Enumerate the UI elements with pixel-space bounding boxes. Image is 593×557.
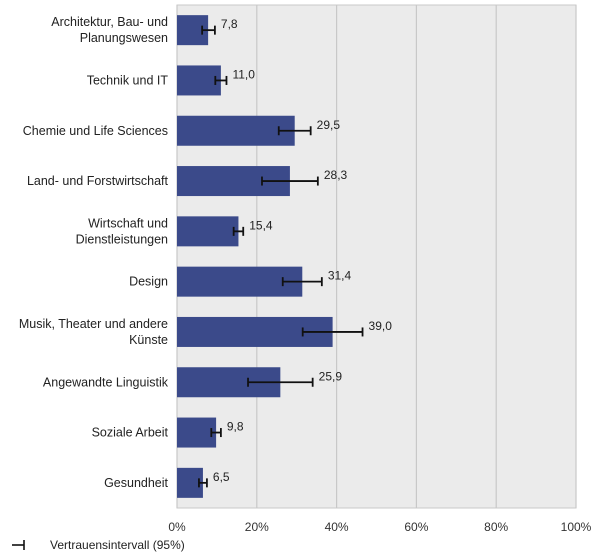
plot-background [176, 4, 577, 509]
bar [177, 216, 239, 247]
category-label: Chemie und Life Sciences [23, 124, 168, 138]
category-label: Gesundheit [104, 476, 168, 490]
error-bar [277, 126, 312, 136]
value-labels: 7,8 11,0 29,5 28,3 15,4 31,4 39,0 25,9 9,8 6,5 [213, 17, 392, 484]
category-label-line: Gesundheit [104, 476, 168, 490]
value-label: 7,8 [221, 17, 238, 31]
value-label: 39,0 [369, 319, 393, 333]
errorbar-legend-icon [12, 540, 25, 550]
legend: Vertrauensintervall (95%) [10, 538, 185, 552]
category-label-line: Land- und Forstwirtschaft [27, 174, 169, 188]
x-tick-label: 80% [484, 520, 508, 534]
category-label: Musik, Theater und andere Künste [19, 317, 168, 347]
value-label: 6,5 [213, 470, 230, 484]
category-label: Wirtschaft und Dienstleistungen [76, 216, 168, 246]
category-label: Soziale Arbeit [92, 426, 169, 440]
category-label-line: Chemie und Life Sciences [23, 124, 168, 138]
category-label: Angewandte Linguistik [43, 375, 169, 389]
category-labels: Architektur, Bau- und Planungswesen Techni… [19, 15, 169, 490]
error-bar [210, 428, 222, 438]
value-label: 11,0 [232, 67, 255, 81]
error-bars [198, 25, 364, 488]
x-tick-label: 0% [168, 520, 186, 534]
bar [177, 417, 217, 448]
value-label: 29,5 [317, 118, 341, 132]
value-label: 28,3 [324, 168, 348, 182]
bar [177, 65, 221, 96]
category-label: Design [129, 275, 168, 289]
legend-label: Vertrauensintervall (95%) [50, 538, 185, 552]
error-bar [214, 75, 228, 85]
category-label: Architektur, Bau- und Planungswesen [51, 15, 168, 45]
value-label: 25,9 [319, 369, 343, 383]
error-bar [201, 25, 216, 35]
bar [177, 266, 303, 297]
category-label-line: Soziale Arbeit [92, 426, 169, 440]
x-tick-label: 100% [561, 520, 592, 534]
x-tick-labels: 0% 20% 40% 60% 80% 100% [168, 520, 591, 534]
category-label-line: Planungswesen [80, 31, 168, 45]
error-bar [232, 226, 245, 236]
category-label-line: Technik und IT [87, 73, 169, 87]
x-tick-label: 60% [404, 520, 428, 534]
bar [177, 115, 295, 146]
category-label-line: Architektur, Bau- und [51, 15, 168, 29]
x-tick-label: 20% [245, 520, 269, 534]
value-label: 15,4 [249, 218, 273, 232]
category-label-line: Design [129, 275, 168, 289]
error-bar [198, 478, 208, 488]
bars [177, 15, 333, 498]
category-label-line: Musik, Theater und andere [19, 317, 168, 331]
error-bar [261, 176, 319, 186]
category-label-line: Angewandte Linguistik [43, 375, 169, 389]
value-label: 9,8 [227, 420, 244, 434]
category-label-line: Künste [129, 333, 168, 347]
error-bar [281, 277, 323, 287]
category-label: Technik und IT [87, 73, 169, 87]
error-bar [247, 377, 314, 387]
category-label-line: Wirtschaft und [88, 216, 168, 230]
category-label: Land- und Forstwirtschaft [27, 174, 169, 188]
value-label: 31,4 [328, 269, 352, 283]
error-bar [301, 327, 364, 337]
category-label-line: Dienstleistungen [76, 232, 168, 246]
x-tick-label: 40% [325, 520, 349, 534]
